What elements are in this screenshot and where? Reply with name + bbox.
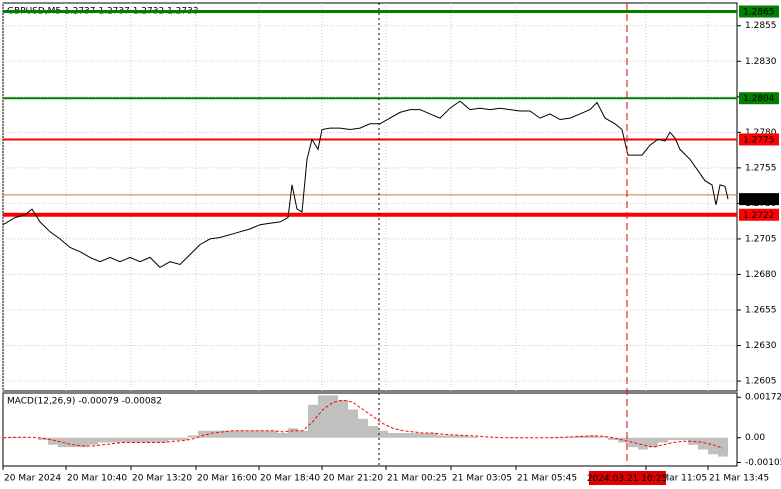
y-tick-label: 1.2605 bbox=[745, 377, 777, 387]
x-tick-label: 20 Mar 18:40 bbox=[260, 474, 320, 484]
macd-bar bbox=[188, 435, 198, 438]
x-tick-label: 20 Mar 21:20 bbox=[323, 474, 383, 484]
macd-bar bbox=[108, 437, 118, 443]
macd-bar bbox=[208, 430, 218, 438]
macd-bar bbox=[468, 436, 478, 438]
macd-bar bbox=[418, 433, 428, 438]
macd-panel-frame bbox=[2, 392, 738, 467]
macd-bar bbox=[88, 437, 98, 445]
macd-bar bbox=[128, 437, 138, 443]
macd-bar bbox=[78, 437, 88, 448]
macd-bar bbox=[158, 437, 168, 443]
y-tick-label: 1.2680 bbox=[745, 270, 777, 280]
macd-bar bbox=[608, 437, 618, 441]
macd-bar bbox=[598, 436, 608, 438]
y-tick-label: 1.2655 bbox=[745, 305, 777, 315]
x-tick-label: 21 Mar 00:25 bbox=[387, 474, 447, 484]
macd-bar bbox=[618, 437, 628, 443]
y-tick-label: 1.2780 bbox=[745, 128, 777, 138]
y-tick-label: 1.2830 bbox=[745, 57, 777, 67]
macd-bar bbox=[708, 437, 718, 455]
x-tick-label: 20 Mar 16:00 bbox=[197, 474, 257, 484]
macd-bar bbox=[48, 437, 58, 445]
macd-bar bbox=[638, 437, 648, 450]
macd-bar bbox=[118, 437, 128, 443]
macd-bar bbox=[648, 437, 658, 448]
macd-bar bbox=[238, 430, 248, 438]
macd-bar bbox=[38, 437, 48, 441]
x-tick-label: 21 Mar 03:05 bbox=[452, 474, 512, 484]
macd-bar bbox=[268, 430, 278, 438]
cursor-label: 2024.03.21 10:25 bbox=[587, 474, 667, 484]
x-tick-label: 20 Mar 13:20 bbox=[132, 474, 192, 484]
level-label: 1.2733 bbox=[743, 195, 775, 205]
level-label-box bbox=[739, 208, 779, 221]
macd-bar bbox=[388, 433, 398, 438]
macd-bar bbox=[218, 430, 228, 438]
macd-bar bbox=[298, 430, 308, 438]
cursor-label-box bbox=[589, 471, 666, 485]
level-label-box bbox=[739, 193, 779, 206]
signal-line bbox=[2, 399, 724, 449]
macd-bar bbox=[678, 437, 688, 441]
y-tick-label: 1.2630 bbox=[745, 341, 777, 351]
macd-bar bbox=[288, 428, 298, 438]
macd-bar bbox=[228, 430, 238, 438]
y-tick-label: 0.00 bbox=[745, 433, 765, 443]
macd-bar bbox=[588, 435, 598, 438]
x-tick-label: 21 Mar 13:45 bbox=[709, 474, 769, 484]
macd-bar bbox=[318, 395, 328, 438]
level-label-box bbox=[739, 133, 779, 146]
x-tick-label: 20 Mar 2024 bbox=[4, 474, 61, 484]
macd-bar bbox=[278, 433, 288, 438]
level-label: 1.2804 bbox=[743, 94, 775, 104]
y-tick-label: 1.2855 bbox=[745, 21, 777, 31]
macd-bar bbox=[408, 433, 418, 438]
macd-bar bbox=[658, 437, 668, 443]
macd-bar bbox=[348, 409, 358, 438]
macd-bar bbox=[168, 437, 178, 441]
macd-bar bbox=[328, 395, 338, 438]
macd-bar bbox=[198, 430, 208, 438]
level-label: 1.2775 bbox=[743, 135, 775, 145]
macd-bar bbox=[138, 437, 148, 443]
level-label-box bbox=[739, 5, 779, 18]
level-label-box bbox=[739, 92, 779, 105]
macd-bar bbox=[688, 437, 698, 445]
y-tick-label: 0.00172 bbox=[745, 393, 781, 403]
price-panel-frame bbox=[2, 2, 738, 392]
x-tick-label: 21 Mar 05:45 bbox=[517, 474, 577, 484]
macd-bar bbox=[178, 437, 188, 441]
level-label: 1.2865 bbox=[743, 8, 775, 18]
macd-bar bbox=[368, 425, 378, 438]
macd-bar bbox=[68, 437, 78, 448]
macd-bar bbox=[628, 437, 638, 448]
macd-bar bbox=[258, 430, 268, 438]
macd-bar bbox=[668, 437, 678, 441]
macd-bar bbox=[358, 418, 368, 438]
level-label: 1.2722 bbox=[743, 211, 775, 221]
macd-bar bbox=[428, 433, 438, 438]
macd-bar bbox=[448, 435, 458, 438]
macd-bar bbox=[338, 400, 348, 438]
x-tick-label: 20 Mar 10:40 bbox=[67, 474, 127, 484]
price-line bbox=[2, 100, 729, 269]
macd-bar bbox=[98, 437, 108, 443]
macd-bar bbox=[398, 433, 408, 438]
macd-bar bbox=[458, 435, 468, 438]
y-tick-label: -0.00105 bbox=[745, 458, 781, 468]
macd-bar bbox=[248, 430, 258, 438]
panel-title: MACD(12,26,9) -0.00079 -0.00082 bbox=[7, 397, 162, 407]
macd-bar bbox=[148, 437, 158, 443]
macd-bar bbox=[718, 437, 728, 457]
macd-bar bbox=[378, 430, 388, 438]
macd-bar bbox=[438, 435, 448, 438]
y-tick-label: 1.2755 bbox=[745, 163, 777, 173]
macd-bar bbox=[698, 437, 708, 450]
y-tick-label: 1.2705 bbox=[745, 234, 777, 244]
x-tick-label: 21 Mar 11:05 bbox=[647, 474, 707, 484]
